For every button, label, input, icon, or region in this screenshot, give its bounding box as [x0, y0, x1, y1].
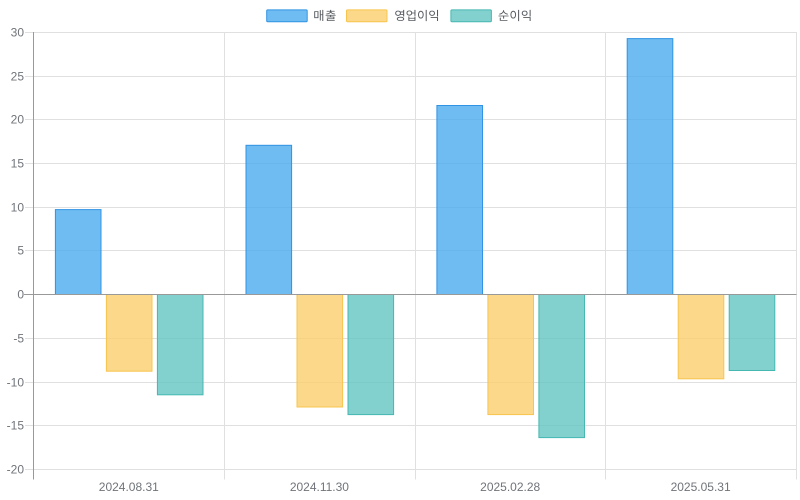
svg-text:-10: -10 [7, 376, 25, 390]
svg-text:2025.05.31: 2025.05.31 [671, 480, 731, 494]
svg-text:10: 10 [11, 201, 25, 215]
svg-text:15: 15 [11, 157, 25, 171]
svg-text:2024.11.30: 2024.11.30 [290, 480, 349, 494]
svg-text:5: 5 [17, 244, 24, 258]
svg-text:30: 30 [11, 26, 25, 40]
svg-text:20: 20 [11, 113, 25, 127]
svg-text:2025.02.28: 2025.02.28 [480, 480, 540, 494]
svg-text:0: 0 [17, 288, 24, 302]
svg-text:-5: -5 [13, 332, 24, 346]
svg-text:2024.08.31: 2024.08.31 [99, 480, 159, 494]
svg-text:-20: -20 [7, 463, 25, 477]
svg-text:-15: -15 [7, 419, 25, 433]
svg-text:25: 25 [11, 70, 25, 84]
